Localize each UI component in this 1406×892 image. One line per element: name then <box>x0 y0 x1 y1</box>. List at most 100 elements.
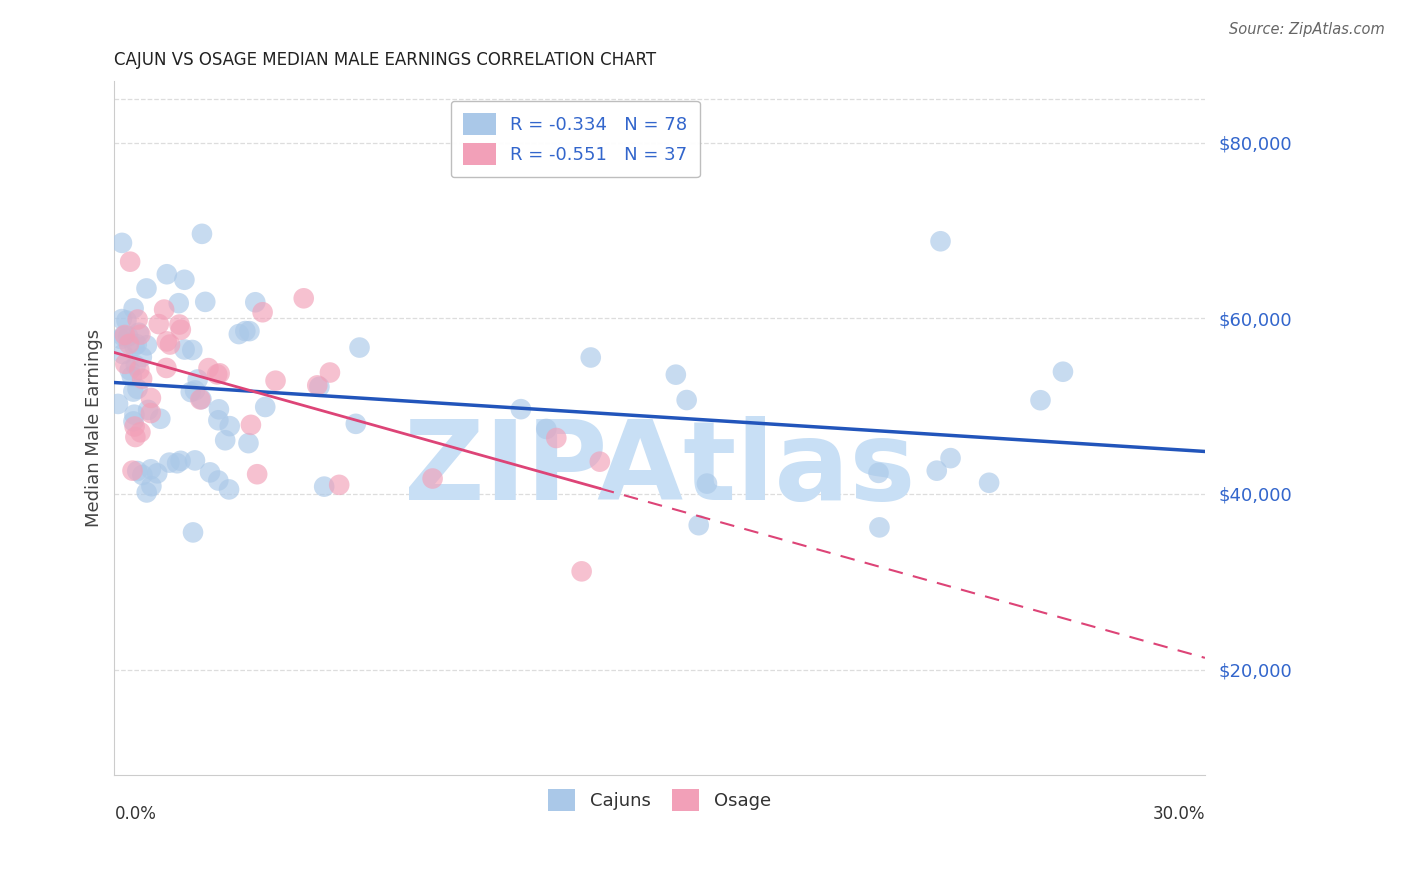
Point <box>135 485 157 500</box>
Point <box>139 462 162 476</box>
Point <box>233 324 256 338</box>
Point <box>118 363 141 377</box>
Point <box>128 326 150 340</box>
Point <box>146 467 169 481</box>
Point <box>115 313 138 327</box>
Point <box>546 431 568 445</box>
Legend: Cajuns, Osage: Cajuns, Osage <box>541 781 779 818</box>
Point <box>571 565 593 579</box>
Point <box>1052 365 1074 379</box>
Point <box>252 305 274 319</box>
Point <box>191 227 214 241</box>
Point <box>111 347 134 361</box>
Point <box>696 476 718 491</box>
Point <box>121 464 143 478</box>
Point <box>117 329 139 343</box>
Point <box>675 392 697 407</box>
Point <box>218 483 240 497</box>
Text: Source: ZipAtlas.com: Source: ZipAtlas.com <box>1229 22 1385 37</box>
Point <box>589 455 612 469</box>
Point <box>139 406 162 420</box>
Point <box>308 380 330 394</box>
Point <box>939 451 962 466</box>
Point <box>239 417 262 432</box>
Point <box>118 337 141 351</box>
Point <box>246 467 269 482</box>
Point <box>238 324 260 338</box>
Point <box>128 363 150 377</box>
Point <box>141 479 163 493</box>
Point <box>184 384 207 398</box>
Point <box>135 338 157 352</box>
Point <box>205 368 228 382</box>
Point <box>121 369 143 384</box>
Point <box>190 392 212 407</box>
Point <box>245 295 267 310</box>
Point <box>207 413 229 427</box>
Point <box>173 343 195 357</box>
Point <box>579 351 602 365</box>
Point <box>125 337 148 351</box>
Point <box>344 417 367 431</box>
Point <box>180 384 202 399</box>
Point <box>167 296 190 310</box>
Text: 30.0%: 30.0% <box>1153 805 1205 823</box>
Point <box>214 434 236 448</box>
Text: ZIPAtlas: ZIPAtlas <box>404 417 915 524</box>
Point <box>124 339 146 353</box>
Point <box>127 464 149 478</box>
Point <box>181 343 204 357</box>
Point <box>979 475 1001 490</box>
Point <box>131 468 153 483</box>
Point <box>129 327 152 342</box>
Point <box>120 254 142 268</box>
Point <box>124 430 146 444</box>
Point <box>536 422 558 436</box>
Point <box>169 318 191 332</box>
Point <box>114 357 136 371</box>
Text: CAJUN VS OSAGE MEDIAN MALE EARNINGS CORRELATION CHART: CAJUN VS OSAGE MEDIAN MALE EARNINGS CORR… <box>114 51 657 69</box>
Point <box>129 425 152 440</box>
Point <box>122 384 145 399</box>
Point <box>688 518 710 533</box>
Point <box>170 323 193 337</box>
Point <box>328 478 350 492</box>
Point <box>139 391 162 405</box>
Point <box>122 301 145 316</box>
Point <box>238 436 260 450</box>
Point <box>509 402 531 417</box>
Point <box>925 464 948 478</box>
Point <box>869 520 891 534</box>
Point <box>155 361 177 376</box>
Point <box>131 372 153 386</box>
Point <box>131 350 153 364</box>
Point <box>422 471 444 485</box>
Y-axis label: Median Male Earnings: Median Male Earnings <box>86 329 103 527</box>
Point <box>218 419 240 434</box>
Point <box>127 312 149 326</box>
Point <box>929 234 952 248</box>
Point <box>166 456 188 470</box>
Point <box>198 466 221 480</box>
Point <box>228 327 250 342</box>
Point <box>135 281 157 295</box>
Point <box>136 403 159 417</box>
Point <box>665 368 688 382</box>
Point <box>868 466 890 480</box>
Point <box>292 291 315 305</box>
Point <box>107 397 129 411</box>
Point <box>194 294 217 309</box>
Point <box>1029 393 1052 408</box>
Point <box>197 361 219 376</box>
Point <box>181 525 204 540</box>
Point <box>159 456 181 470</box>
Point <box>111 235 134 250</box>
Point <box>208 367 231 381</box>
Point <box>156 267 179 281</box>
Point <box>114 328 136 343</box>
Point <box>112 329 135 343</box>
Text: 0.0%: 0.0% <box>114 805 156 823</box>
Point <box>110 332 132 346</box>
Point <box>187 372 209 386</box>
Point <box>159 337 181 351</box>
